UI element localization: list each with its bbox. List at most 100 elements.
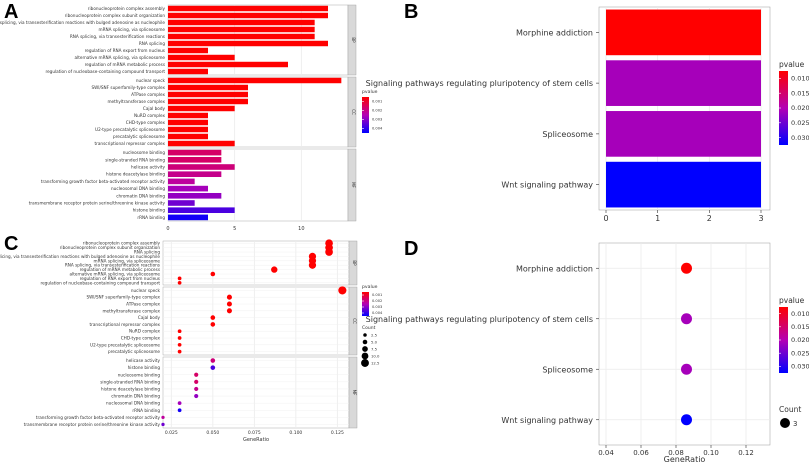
x-tick-label: 5 [233, 226, 236, 232]
panel-d-dot-plot: 0.04 0.06 0.08 0.10 0.12 GeneRatio Morphine ad… [366, 242, 809, 464]
bar [606, 111, 761, 157]
dot [210, 271, 216, 277]
y-tick-label: Spliceosome [542, 365, 593, 374]
facet-strip [348, 356, 358, 429]
legend-tick-label: 0.020 [791, 104, 809, 112]
y-tick-label: U2-type precatalytic spliceosome [90, 342, 160, 347]
bar [168, 156, 222, 163]
legend-size-label: 7.5 [371, 347, 378, 352]
dot [681, 414, 692, 426]
facet-strip [348, 286, 358, 356]
y-tick-label: SWI/SNF superfamily-type complex [91, 85, 165, 90]
dot [194, 372, 199, 377]
x-tick-label: 0.050 [206, 430, 219, 436]
x-axis-label: GeneRatio [664, 455, 706, 464]
bar [168, 54, 235, 61]
legend-tick-label: 0.030 [791, 363, 809, 371]
y-tick-label: Wnt signaling pathway [501, 181, 593, 190]
dot [271, 266, 278, 273]
dot [177, 276, 182, 281]
x-tick-label: 0.08 [668, 449, 684, 457]
legend-size-dot [361, 352, 369, 360]
panel-letter-d: D [404, 238, 418, 260]
panel-a-bar-chart: 0 5 10 BP ribonucleoprotein complex assembly… [0, 4, 383, 232]
panel-letter-b: B [404, 1, 418, 23]
dot [177, 280, 182, 285]
legend-size-dot [361, 359, 369, 367]
dot [194, 379, 199, 384]
legend-colorbar [362, 292, 369, 316]
y-tick-label: nuclear speck [131, 288, 161, 293]
dot [161, 422, 165, 427]
bar [168, 178, 195, 185]
y-tick-label: ATPase complex [126, 302, 160, 307]
y-tick-label: nucleosomal DNA binding [106, 401, 160, 406]
bar [168, 47, 208, 54]
facet-panel [162, 240, 350, 286]
dot [177, 401, 182, 406]
y-tick-label: regulation of nucleobase-containing comp… [40, 280, 160, 285]
legend-tick-label: 0.010 [791, 75, 809, 83]
bar [168, 68, 208, 75]
y-tick-label: mRNA splicing, via spliceosome [94, 258, 161, 263]
y-tick-label: nuclear speck [136, 78, 166, 83]
y-tick-label: Signaling pathways regulating pluripoten… [366, 315, 593, 324]
y-tick-label: regulation of nucleobase-containing comp… [45, 69, 165, 74]
legend-title: pvalue [362, 89, 378, 95]
legend-title: pvalue [362, 284, 378, 290]
y-tick-label: mRNA splicing, via spliceosome [99, 27, 166, 32]
dot [338, 286, 347, 295]
y-tick-label: transcriptional repressor complex [90, 322, 161, 327]
y-tick-label: rRNA binding [132, 408, 160, 413]
x-tick-label: 3 [758, 214, 763, 223]
y-tick-label: Cajal body [143, 106, 166, 111]
dot [210, 322, 216, 327]
y-tick-label: transforming growth factor beta-activate… [41, 179, 166, 184]
y-tick-label: histone deacetylase binding [106, 172, 165, 177]
bar [168, 77, 342, 84]
bar [168, 61, 288, 68]
y-tick-label: Morphine addiction [516, 264, 593, 273]
y-tick-label: helicase activity [131, 165, 165, 170]
legend-tick-label: 0.025 [791, 119, 809, 127]
y-tick-label: NuRD complex [134, 113, 166, 118]
y-tick-label: precatalytic spliceosome [108, 349, 160, 354]
y-tick-label: regulation of RNA export from nucleus [85, 48, 165, 53]
facet-strip-label: CC [352, 318, 357, 324]
legend-title: pvalue [779, 60, 805, 69]
y-tick-label: ATPase complex [131, 92, 165, 97]
dot [210, 315, 216, 320]
y-tick-label: regulation of RNA export from nucleus [80, 276, 160, 281]
y-tick-label: Cajal body [138, 315, 161, 320]
bar [168, 105, 235, 112]
facet-strip-label: MF [352, 390, 357, 396]
plot-panel [598, 242, 771, 446]
y-tick-label: Wnt signaling pathway [501, 416, 593, 425]
bar [168, 91, 248, 98]
legend-size-title: Count [362, 325, 376, 331]
y-tick-label: precatalytic spliceosome [113, 134, 165, 139]
legend-tick-label: 0.002 [372, 109, 382, 113]
facet-strip-label: MF [351, 182, 356, 188]
facet-panel [162, 286, 350, 356]
y-tick-label: RNA splicing [134, 250, 161, 255]
x-tick-label: 0.125 [331, 430, 344, 436]
y-tick-label: transforming growth factor beta-activate… [36, 415, 161, 420]
dot [194, 393, 199, 399]
bar [168, 40, 328, 47]
bar [606, 60, 761, 106]
legend-size-label: 3 [793, 420, 797, 428]
bar [168, 12, 328, 19]
y-tick-label: nucleosome binding [118, 372, 161, 377]
dot [226, 294, 232, 300]
dot [194, 386, 199, 392]
facet-strip-label: CC [351, 109, 356, 115]
legend-tick-label: 0.003 [372, 118, 382, 122]
bar [168, 33, 315, 40]
legend-size-dot [363, 333, 367, 337]
facet-strip [347, 148, 357, 222]
bar [168, 192, 222, 199]
bar [168, 214, 208, 221]
x-tick-label: 0.06 [633, 449, 649, 457]
